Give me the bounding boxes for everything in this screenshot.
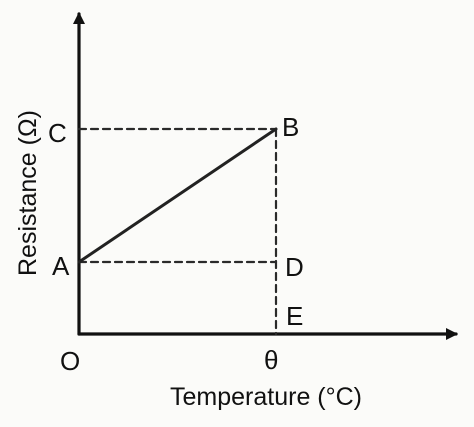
label-e: E [286,301,303,331]
x-axis-title: Temperature (°C) [170,383,362,411]
label-theta: θ [264,345,278,375]
label-c: C [48,118,67,148]
label-o: O [60,346,80,376]
line-a-b [77,127,278,264]
label-b: B [282,112,299,142]
y-axis-title: Resistance (Ω) [14,110,42,276]
label-d: D [285,252,304,282]
label-a: A [52,251,70,281]
